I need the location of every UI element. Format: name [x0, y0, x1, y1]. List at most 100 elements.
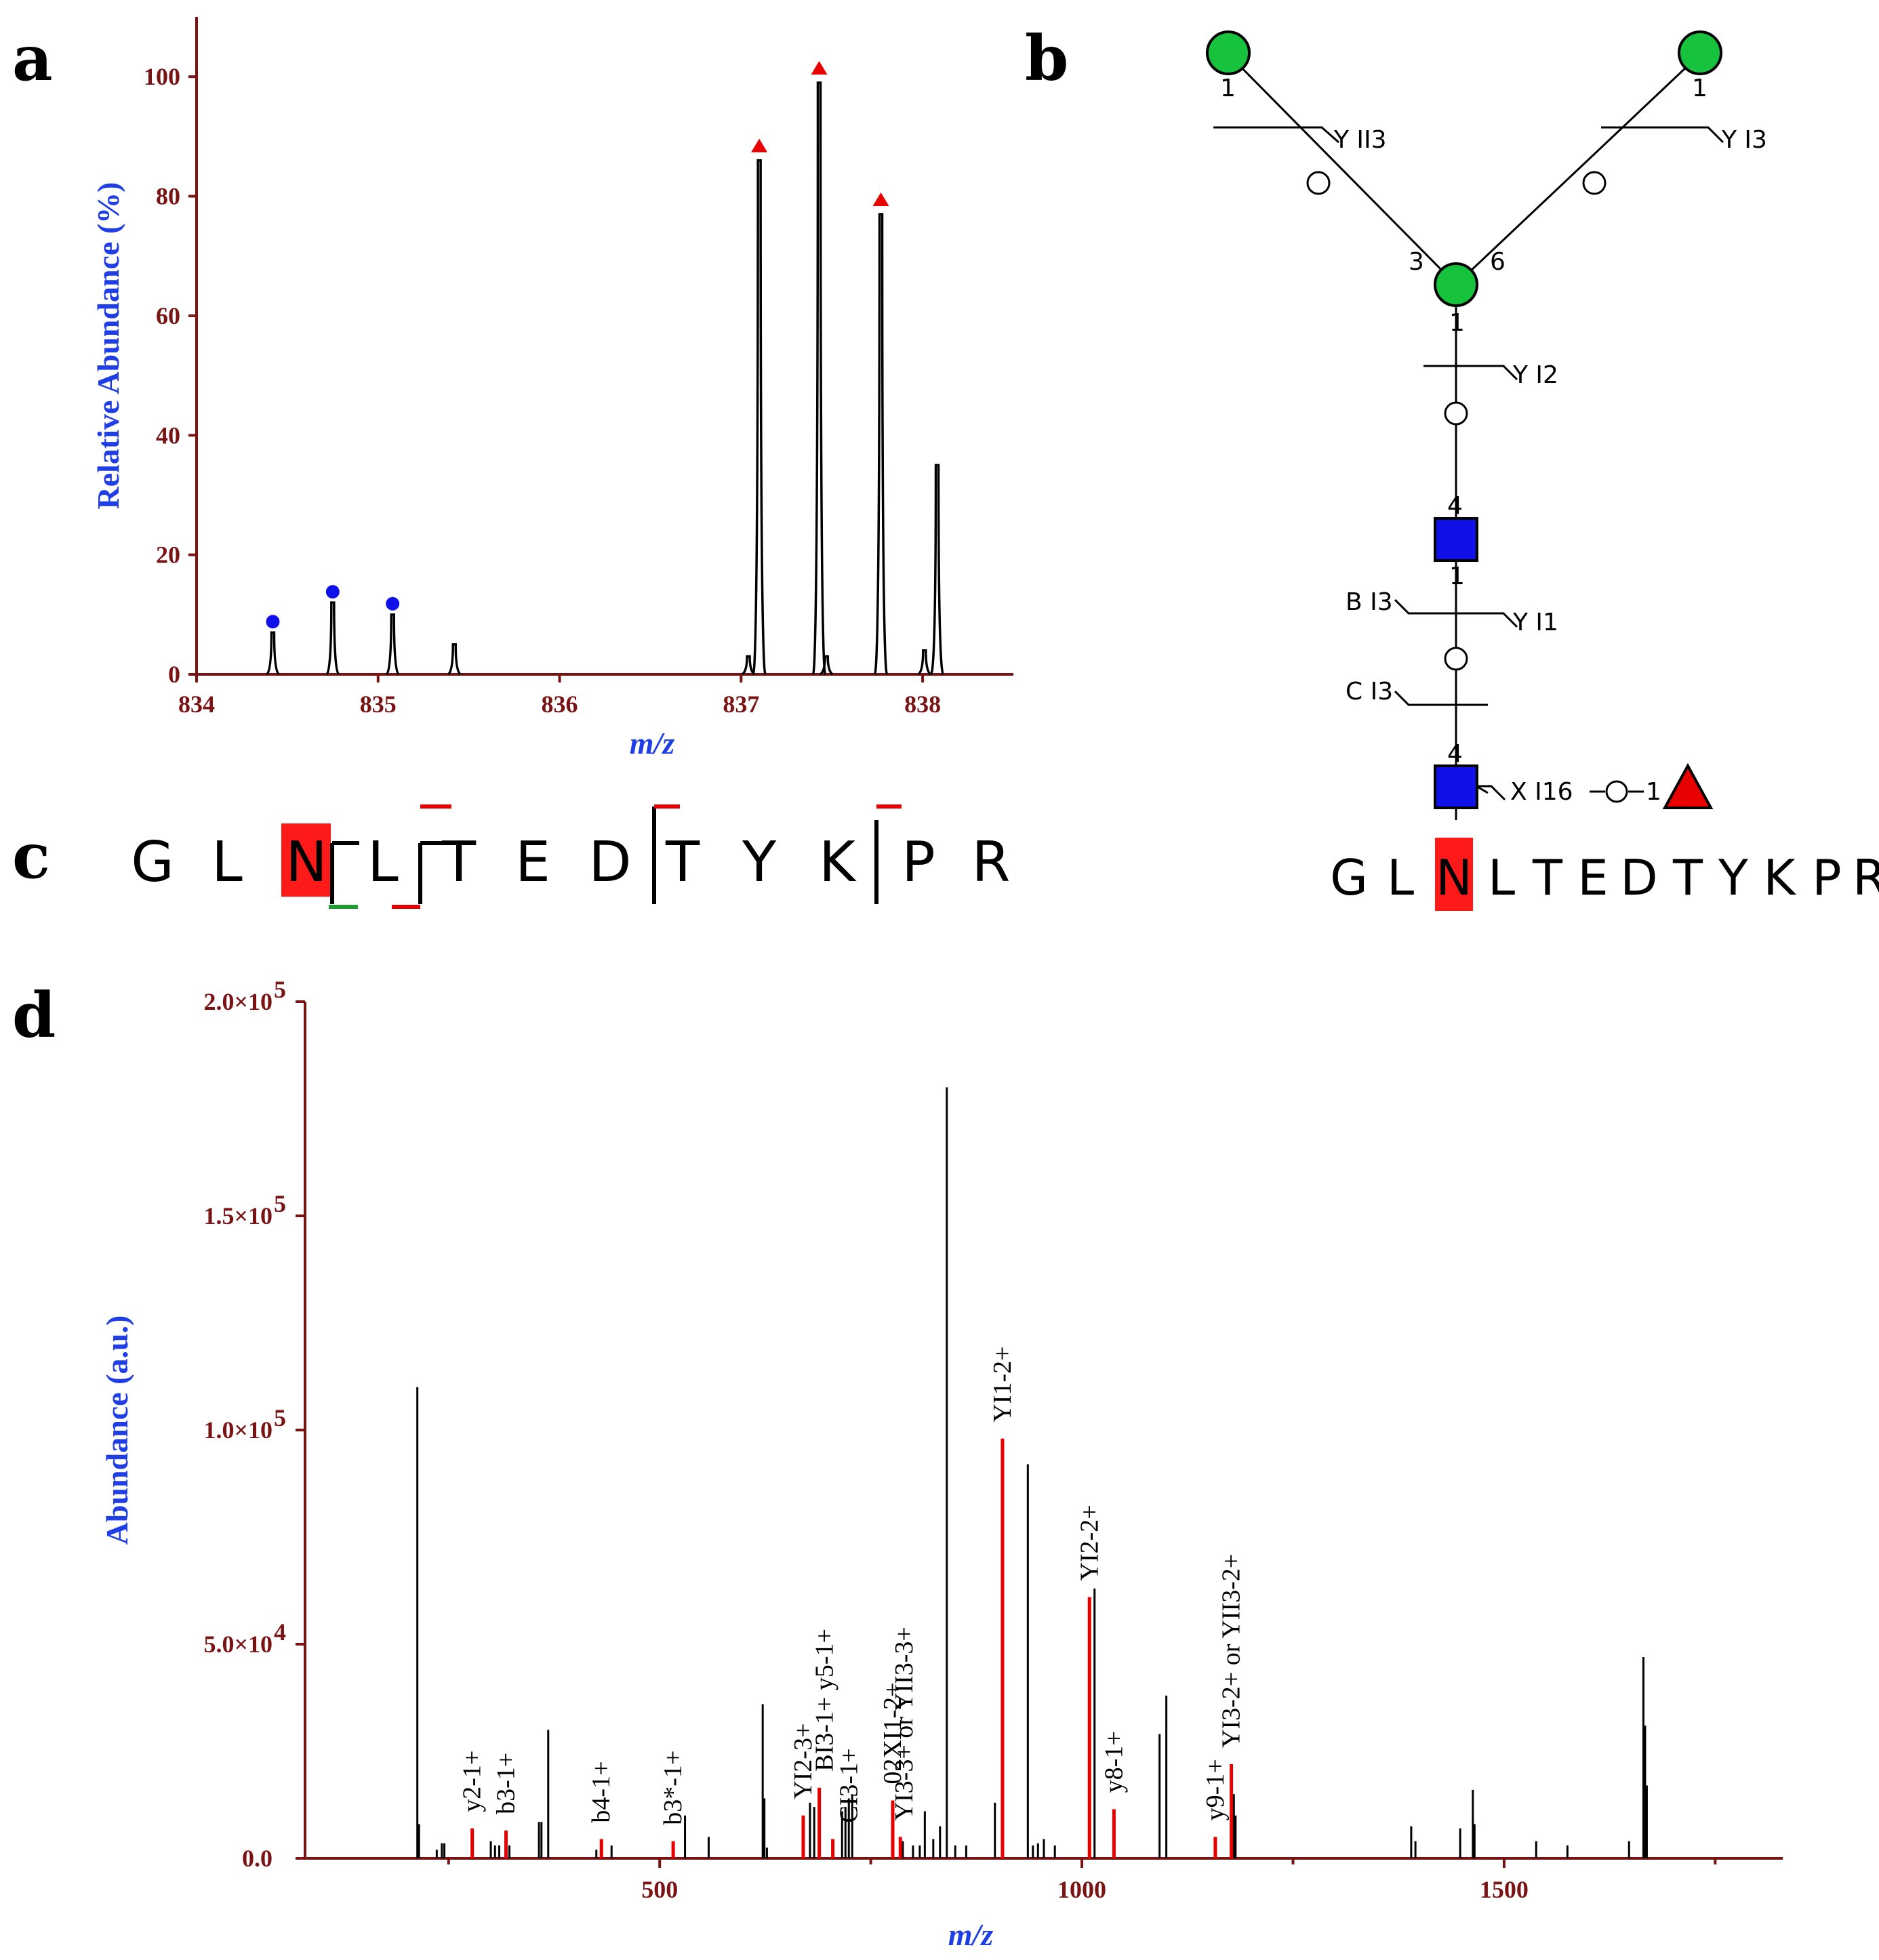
chart-a-marker-circle	[325, 585, 340, 599]
cleavage-yi2-hook	[1488, 365, 1518, 381]
cleavage-bi3-label: B I3	[1346, 588, 1393, 616]
chart-d-y-label: Abundance (a.u.)	[100, 1315, 134, 1545]
fragment-map-residue: Y	[742, 830, 777, 895]
panel-label-d: d	[12, 979, 56, 1052]
peptide-residue: G	[1330, 849, 1368, 906]
chart-d-peak-label: YI2-2+	[1075, 1505, 1104, 1580]
chart-a-y-tick-label: 100	[144, 63, 180, 90]
chart-d-peak-label: b3-1+	[491, 1753, 520, 1814]
chart-a-peak	[929, 464, 945, 676]
chart-d-peak-label: y8-1+	[1099, 1731, 1128, 1793]
chart-d-peak-label: y9-1+	[1201, 1759, 1230, 1820]
fragment-map-residue: E	[515, 830, 550, 895]
fragment-map-residue: P	[902, 830, 935, 895]
chart-a-peak	[447, 643, 462, 676]
panel-label-c: c	[12, 819, 50, 893]
linkage-num-upper-4: 4	[1447, 492, 1463, 520]
chart-d-y-tick-label: 2.0×10	[203, 988, 272, 1015]
chart-d-y-tick-label: 0.0	[242, 1845, 272, 1872]
chart-a-y-tick-label: 0	[168, 661, 180, 688]
fragment-map-residue: K	[819, 830, 857, 895]
chart-a-x-tick-label: 835	[360, 691, 397, 718]
cleavage-ci3-hook	[1394, 690, 1456, 706]
chart-a-y-tick-label: 40	[156, 422, 180, 449]
linkage-num-lower-4: 4	[1447, 740, 1463, 768]
peptide-residue: R	[1853, 849, 1879, 906]
cleavage-ci3-label: C I3	[1346, 678, 1393, 706]
chart-d-x-tick-label: 500	[641, 1876, 678, 1903]
cleavage-yi1-label: Y I1	[1512, 609, 1558, 636]
chart-d-y-tick-label: 5.0×10	[203, 1631, 272, 1658]
chart-a-peak	[917, 649, 932, 676]
cleavage-yi2-label: Y I2	[1512, 361, 1558, 389]
panel-label-a: a	[12, 22, 53, 95]
chart-a-y-tick-label: 20	[156, 542, 180, 569]
peptide-residue: K	[1763, 849, 1796, 906]
linkage-node-chitobiose	[1444, 647, 1468, 671]
fragment-map-residue: G	[131, 830, 174, 895]
fragment-map-residue: T	[441, 830, 477, 895]
chart-d-peak-label: YI2-3+	[789, 1723, 817, 1799]
peptide-residue: L	[1387, 849, 1414, 906]
cleavage-yi3-hook	[1695, 126, 1724, 144]
mannose-core	[1434, 262, 1478, 307]
fragment-map-residue: L	[367, 830, 399, 895]
glcnac-lower	[1434, 764, 1478, 809]
fragment-map-residue: R	[972, 830, 1011, 895]
fragment-map-residue: D	[588, 830, 631, 895]
linkage-node-fucose	[1605, 780, 1628, 803]
chart-d-peak-label: YI3-3+ or YII3-3+	[890, 1627, 918, 1820]
chart-d-peak-label: BI3-1+ y5-1+	[811, 1629, 839, 1772]
chart-d-peak-label: y2-1+	[458, 1751, 487, 1812]
chart-a-x-tick-label: 836	[542, 691, 578, 718]
chart-a-y-tick-label: 60	[156, 302, 180, 329]
linkage-node-core	[1444, 401, 1468, 426]
cleavage-xi16-label: X I16	[1510, 778, 1573, 806]
chart-d-y-tick-label: 1.5×10	[203, 1202, 272, 1229]
cleavage-yii3-label: Y II3	[1333, 126, 1387, 154]
glycan-structure: Y II3 Y I3 Y I2 B I3 Y I1 C I3 1 1 3 6 1	[1206, 30, 1879, 911]
chart-d-peak-label: b3*-1+	[659, 1751, 687, 1825]
linkage-num-upper-1: 1	[1449, 563, 1465, 590]
chart-a-marker-triangle	[811, 61, 828, 75]
peptide-residue: T	[1672, 849, 1703, 906]
bond-right-branch	[1455, 53, 1701, 286]
linkage-num-3: 3	[1409, 248, 1424, 276]
chart-a-peak	[741, 655, 756, 676]
chart-a-peak	[325, 601, 340, 676]
fucose-triangle	[1662, 762, 1714, 809]
chart-a-peak	[820, 655, 834, 676]
chart-a-peak	[385, 613, 400, 676]
cleavage-yii3-hook	[1307, 126, 1339, 144]
chart-a-peak	[266, 631, 280, 676]
fucose-linkage-num: 1	[1646, 778, 1661, 806]
chart-a-peak	[752, 159, 767, 676]
chart-d-y-tick-label: 1.0×10	[203, 1416, 272, 1444]
linkage-node-right	[1582, 171, 1607, 195]
chart-d-x-tick-label: 1500	[1480, 1876, 1529, 1903]
linkage-num-6: 6	[1490, 248, 1506, 276]
chart-a-x-tick-label: 837	[723, 691, 759, 718]
linkage-node-left	[1306, 171, 1331, 195]
linkage-num-left: 1	[1220, 75, 1236, 102]
linkage-num-right: 1	[1692, 75, 1708, 102]
chart-d-peak-label: YI3-2+ or YII3-2+	[1217, 1554, 1246, 1748]
bond-left-branch	[1227, 53, 1457, 286]
chart-d-y-tick-exponent: 4	[274, 1618, 286, 1646]
chart-a-x-label: m/z	[630, 726, 675, 760]
fragment-map-residue: L	[211, 830, 243, 895]
mannose-right	[1678, 30, 1722, 75]
chart-a-x-tick-label: 834	[178, 691, 215, 718]
chart-a-y-label: Relative Abundance (%)	[91, 182, 125, 510]
chart-a-marker-circle	[386, 596, 400, 611]
cleavage-yi3-label: Y I3	[1721, 126, 1767, 154]
chart-d-y-tick-exponent: 5	[274, 976, 286, 1003]
peptide-residue: L	[1488, 849, 1515, 906]
linkage-num-core: 1	[1449, 309, 1465, 337]
peptide-residue: P	[1812, 849, 1841, 906]
peptide-residue: N	[1436, 849, 1472, 906]
